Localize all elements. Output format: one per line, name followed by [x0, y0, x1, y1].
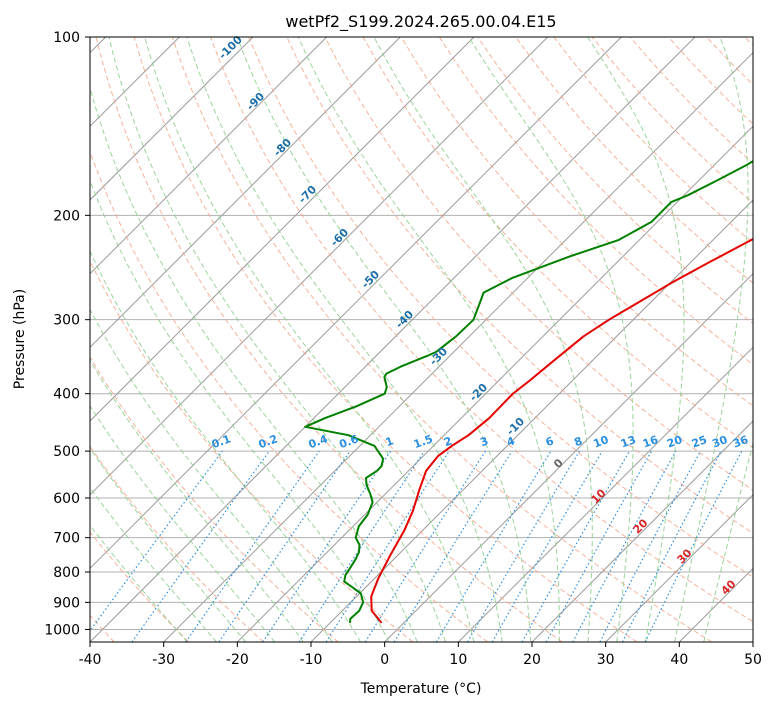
y-axis-title: Pressure (hPa): [12, 289, 28, 389]
x-tick-label: -10: [300, 652, 323, 668]
x-tick-label: -30: [152, 652, 175, 668]
y-tick-label: 400: [53, 387, 80, 403]
x-tick-label: 30: [597, 652, 615, 668]
x-tick-label: 50: [744, 652, 762, 668]
x-tick-label: 10: [449, 652, 467, 668]
x-axis-title: Temperature (°C): [360, 681, 482, 697]
plot-background: [90, 37, 753, 642]
x-tick-label: -40: [79, 652, 102, 668]
chart-title: wetPf2_S199.2024.265.00.04.E15: [285, 12, 556, 32]
x-tick-label: 0: [380, 652, 389, 668]
y-tick-label: 800: [53, 565, 80, 581]
y-tick-label: 100: [53, 30, 80, 46]
x-tick-label: 40: [670, 652, 688, 668]
x-tick-label: 20: [523, 652, 541, 668]
y-tick-label: 200: [53, 208, 80, 224]
y-tick-label: 700: [53, 531, 80, 547]
y-tick-label: 900: [53, 595, 80, 611]
y-tick-label: 500: [53, 444, 80, 460]
y-tick-label: 1000: [44, 622, 80, 638]
y-tick-label: 600: [53, 491, 80, 507]
isotherm-line: [753, 37, 775, 642]
y-tick-label: 300: [53, 313, 80, 329]
x-tick-label: -20: [226, 652, 249, 668]
